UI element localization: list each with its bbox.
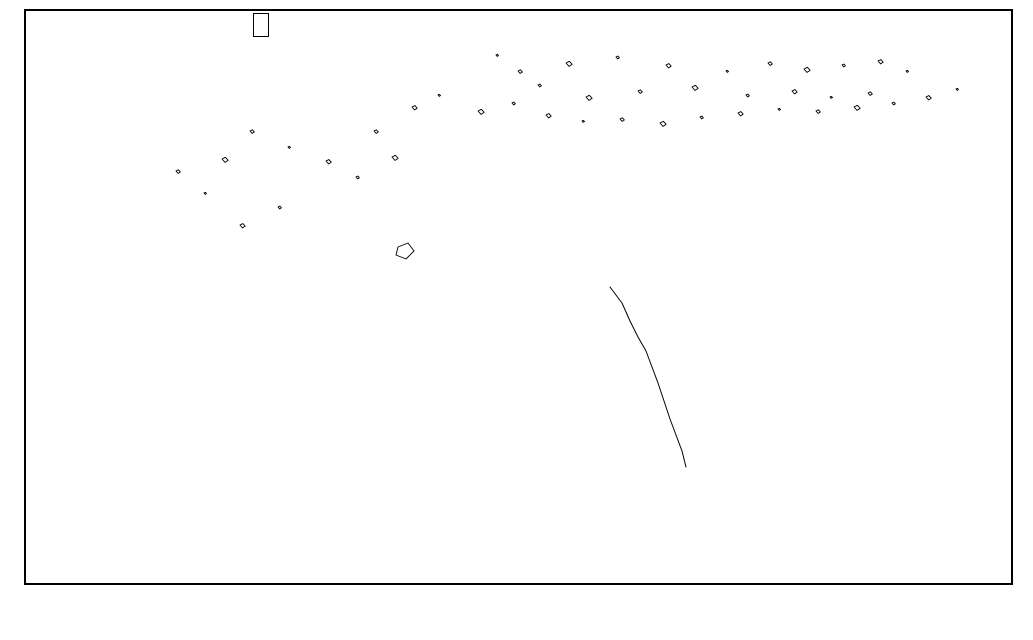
- geo-boundary: [841, 63, 846, 68]
- geo-boundary: [373, 129, 379, 134]
- map-background: [26, 11, 1011, 583]
- geo-boundary: [877, 59, 884, 65]
- geo-boundary: [391, 154, 399, 161]
- geo-boundary: [691, 84, 699, 91]
- geo-boundary: [615, 55, 620, 60]
- geo-boundary: [665, 63, 672, 69]
- geo-boundary: [829, 95, 833, 99]
- geo-boundary: [791, 89, 798, 95]
- geo-boundary: [585, 94, 593, 101]
- geo-boundary: [495, 53, 499, 57]
- geo-boundary: [537, 83, 542, 88]
- geo-boundary: [767, 61, 773, 66]
- geo-boundary: [815, 109, 821, 114]
- geo-boundary: [565, 60, 573, 67]
- geo-boundary: [325, 159, 332, 165]
- map-panel: [24, 9, 1013, 585]
- geo-boundary: [249, 129, 255, 134]
- geo-boundary: [175, 169, 181, 174]
- geo-boundary: [853, 104, 861, 111]
- geo-boundary: [905, 69, 909, 73]
- geo-boundary: [545, 113, 552, 119]
- geo-boundary: [221, 156, 229, 163]
- geo-boundary: [437, 93, 441, 97]
- geo-boundary: [777, 107, 781, 111]
- geo-boundary: [517, 69, 523, 74]
- geo-boundary: [745, 93, 750, 98]
- geo-boundary: [803, 66, 811, 73]
- geo-boundary: [867, 91, 873, 96]
- geography-layer: [175, 53, 959, 468]
- geo-boundary: [239, 223, 246, 229]
- map-canvas: [26, 11, 1011, 583]
- geo-boundary: [581, 119, 585, 123]
- geo-boundary: [737, 111, 744, 117]
- geo-boundary: [203, 191, 207, 195]
- colorbar: [0, 585, 1033, 640]
- geo-boundary: [925, 95, 932, 101]
- geo-boundary: [955, 87, 959, 91]
- geo-boundary: [477, 108, 485, 115]
- geo-boundary: [725, 69, 729, 73]
- geo-boundary: [699, 115, 704, 120]
- geo-boundary: [287, 145, 291, 149]
- geo-boundary: [411, 105, 418, 111]
- colorbar-canvas: [0, 585, 1033, 640]
- geo-boundary: [619, 117, 625, 122]
- geo-boundary: [355, 175, 360, 180]
- geo-boundary: [891, 101, 896, 106]
- geo-boundary: [511, 101, 516, 106]
- geo-boundary: [277, 205, 282, 210]
- geo-boundary: [637, 89, 643, 94]
- geo-boundary: [609, 286, 687, 468]
- plot-title-box: [253, 13, 269, 37]
- geo-boundary: [659, 120, 667, 127]
- geo-boundary: [395, 242, 415, 260]
